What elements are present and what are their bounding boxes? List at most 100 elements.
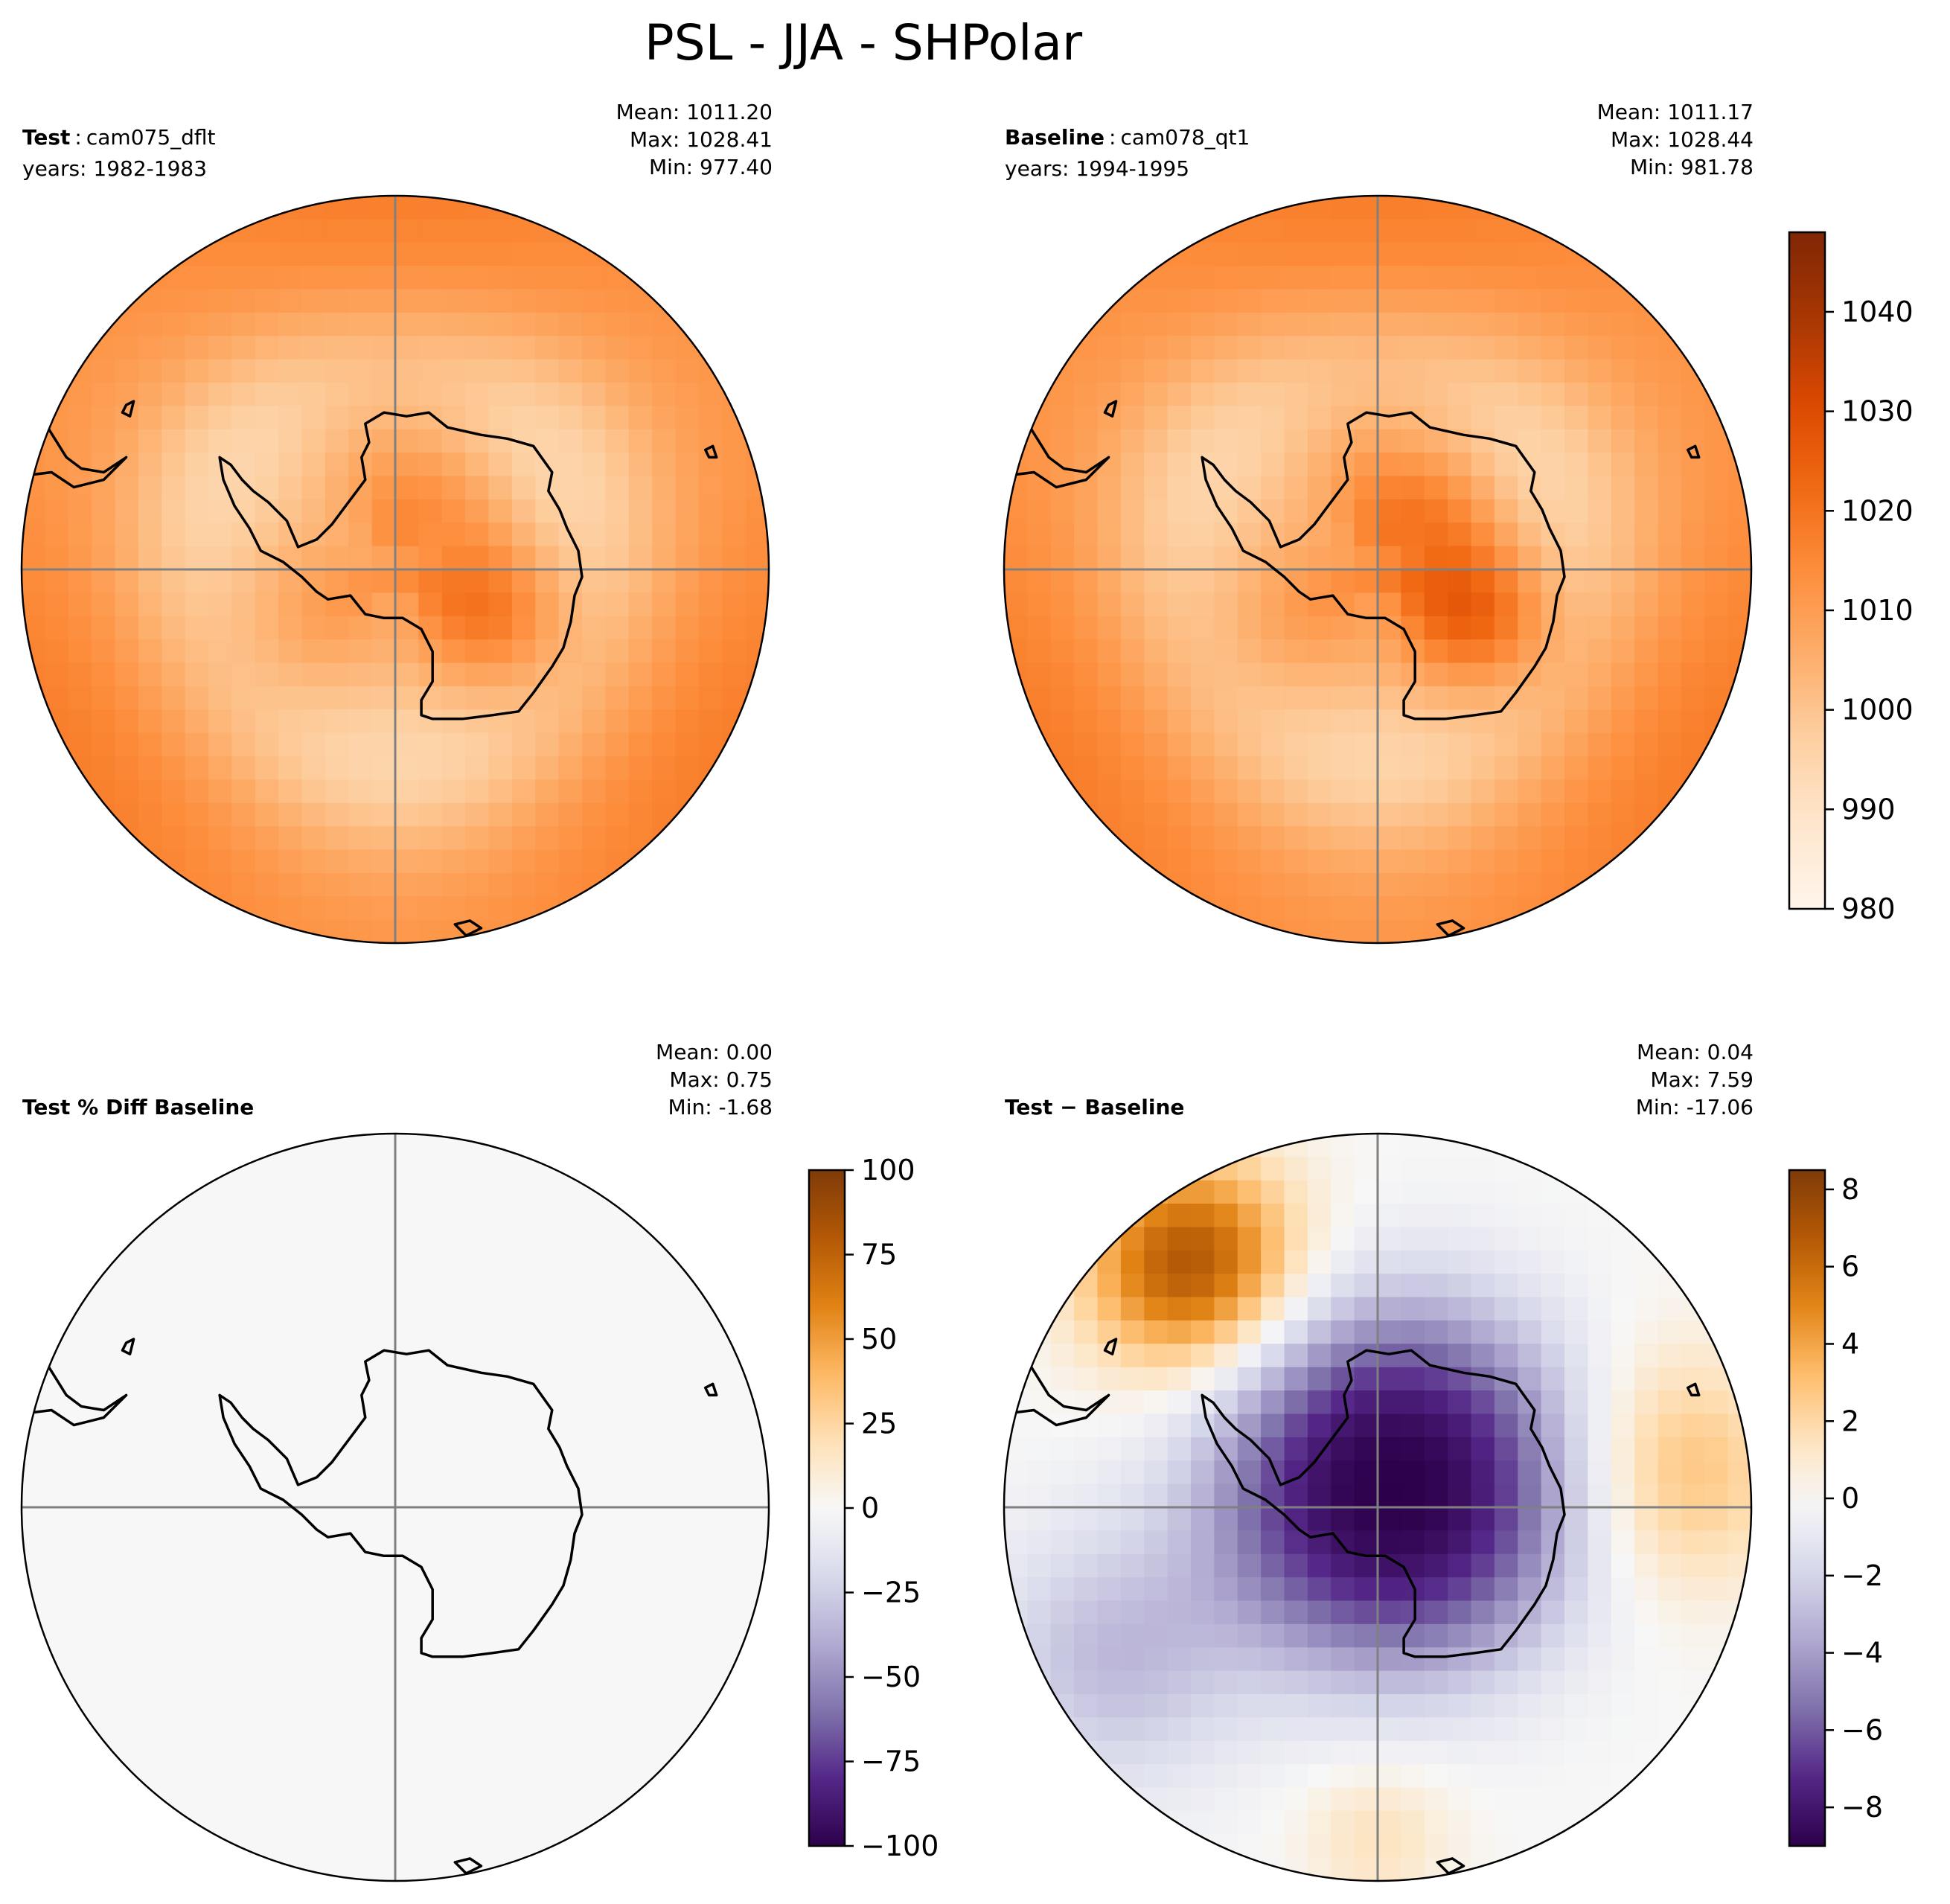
map-cell xyxy=(301,289,326,313)
map-cell xyxy=(722,616,747,640)
map-cell xyxy=(488,1553,513,1578)
map-cell xyxy=(1354,1740,1378,1765)
map-cell xyxy=(1471,1764,1495,1789)
map-cell xyxy=(115,1553,139,1578)
map-cell xyxy=(1634,1274,1659,1298)
map-cell xyxy=(162,662,186,687)
map-cell xyxy=(1424,826,1448,851)
map-cell xyxy=(1261,1180,1285,1204)
map-cell xyxy=(45,1507,69,1531)
map-cell xyxy=(325,219,349,243)
map-cell xyxy=(558,312,583,336)
map-cell xyxy=(301,1530,326,1555)
map-cell xyxy=(138,429,162,453)
map-cell xyxy=(1401,1577,1425,1602)
map-cell xyxy=(488,756,513,780)
map-cell xyxy=(1564,1530,1588,1555)
map-cell xyxy=(558,1204,583,1228)
map-cell xyxy=(1050,1367,1075,1391)
map-cell xyxy=(1424,219,1448,243)
map-cell xyxy=(1634,312,1659,336)
map-cell xyxy=(1564,312,1588,336)
map-cell xyxy=(255,1437,279,1461)
map-cell xyxy=(1237,1204,1262,1228)
map-cell xyxy=(1424,359,1448,383)
map-cell xyxy=(255,732,279,757)
map-cell xyxy=(1541,266,1565,290)
map-cell xyxy=(1448,1483,1472,1508)
map-cell xyxy=(582,1553,606,1578)
map-cell xyxy=(488,1320,513,1344)
map-cell xyxy=(1261,1390,1285,1415)
map-cell xyxy=(722,1647,747,1672)
map-cell xyxy=(1424,1250,1448,1274)
map-cell xyxy=(348,383,373,406)
map-cell xyxy=(698,1297,723,1321)
map-cell xyxy=(582,1460,606,1485)
map-cell xyxy=(1261,1344,1285,1368)
map-cell xyxy=(1518,849,1542,874)
map-cell xyxy=(488,1274,513,1298)
map-cell xyxy=(1611,639,1635,664)
map-cell xyxy=(418,1787,443,1812)
map-cell xyxy=(1471,1367,1495,1391)
map-cell xyxy=(208,1274,232,1298)
map-cell xyxy=(278,453,303,477)
map-cell xyxy=(582,1600,606,1625)
map-cell xyxy=(1588,756,1612,780)
map-cell xyxy=(488,1204,513,1228)
map-cell xyxy=(418,1134,443,1157)
map-cell xyxy=(348,1134,373,1157)
panel-difference-min: Min: -17.06 xyxy=(1636,1095,1754,1119)
map-cell xyxy=(1634,499,1659,523)
map-cell xyxy=(605,336,630,360)
map-cell xyxy=(1167,826,1192,851)
map-cell xyxy=(1331,1694,1355,1718)
map-cell xyxy=(582,1297,606,1321)
map-cell xyxy=(1097,429,1122,453)
map-cell xyxy=(465,1390,490,1415)
map-cell xyxy=(325,569,349,593)
map-cell xyxy=(535,1694,560,1718)
map-cell xyxy=(465,1787,490,1812)
map-cell xyxy=(1494,312,1518,336)
map-cell xyxy=(1144,1647,1169,1672)
map-cell xyxy=(301,453,326,477)
map-cell xyxy=(1307,569,1332,593)
map-cell xyxy=(115,592,139,617)
panel-test-max: Max: 1028.41 xyxy=(630,127,773,152)
map-cell xyxy=(1471,616,1495,640)
map-cell xyxy=(301,312,326,336)
map-cell xyxy=(1448,523,1472,547)
map-cell xyxy=(301,242,326,266)
map-cell xyxy=(395,592,419,617)
map-cell xyxy=(465,523,490,547)
map-cell xyxy=(511,1670,536,1695)
map-cell xyxy=(1097,616,1122,640)
map-cell xyxy=(1307,1390,1332,1415)
map-cell xyxy=(1284,592,1308,617)
map-cell xyxy=(1120,779,1145,804)
map-cell xyxy=(301,1320,326,1344)
map-cell xyxy=(675,569,700,593)
map-cell xyxy=(511,476,536,500)
map-cell xyxy=(395,1134,419,1157)
map-cell xyxy=(652,756,677,780)
map-cell xyxy=(255,453,279,477)
map-cell xyxy=(1611,1204,1635,1228)
map-cell xyxy=(1144,569,1169,593)
map-cell xyxy=(1401,476,1425,500)
map-cell xyxy=(1471,1297,1495,1321)
map-cell xyxy=(418,826,443,851)
map-cell xyxy=(1331,826,1355,851)
map-cell xyxy=(1261,312,1285,336)
map-cell xyxy=(348,359,373,383)
map-cell xyxy=(68,1577,92,1602)
map-cell xyxy=(1237,429,1262,453)
map-boundary xyxy=(20,194,770,945)
map-cell xyxy=(1494,1787,1518,1812)
map-cell xyxy=(1424,1460,1448,1485)
map-cell xyxy=(1378,756,1401,780)
map-cell xyxy=(45,686,69,710)
map-cell xyxy=(1704,1507,1729,1531)
